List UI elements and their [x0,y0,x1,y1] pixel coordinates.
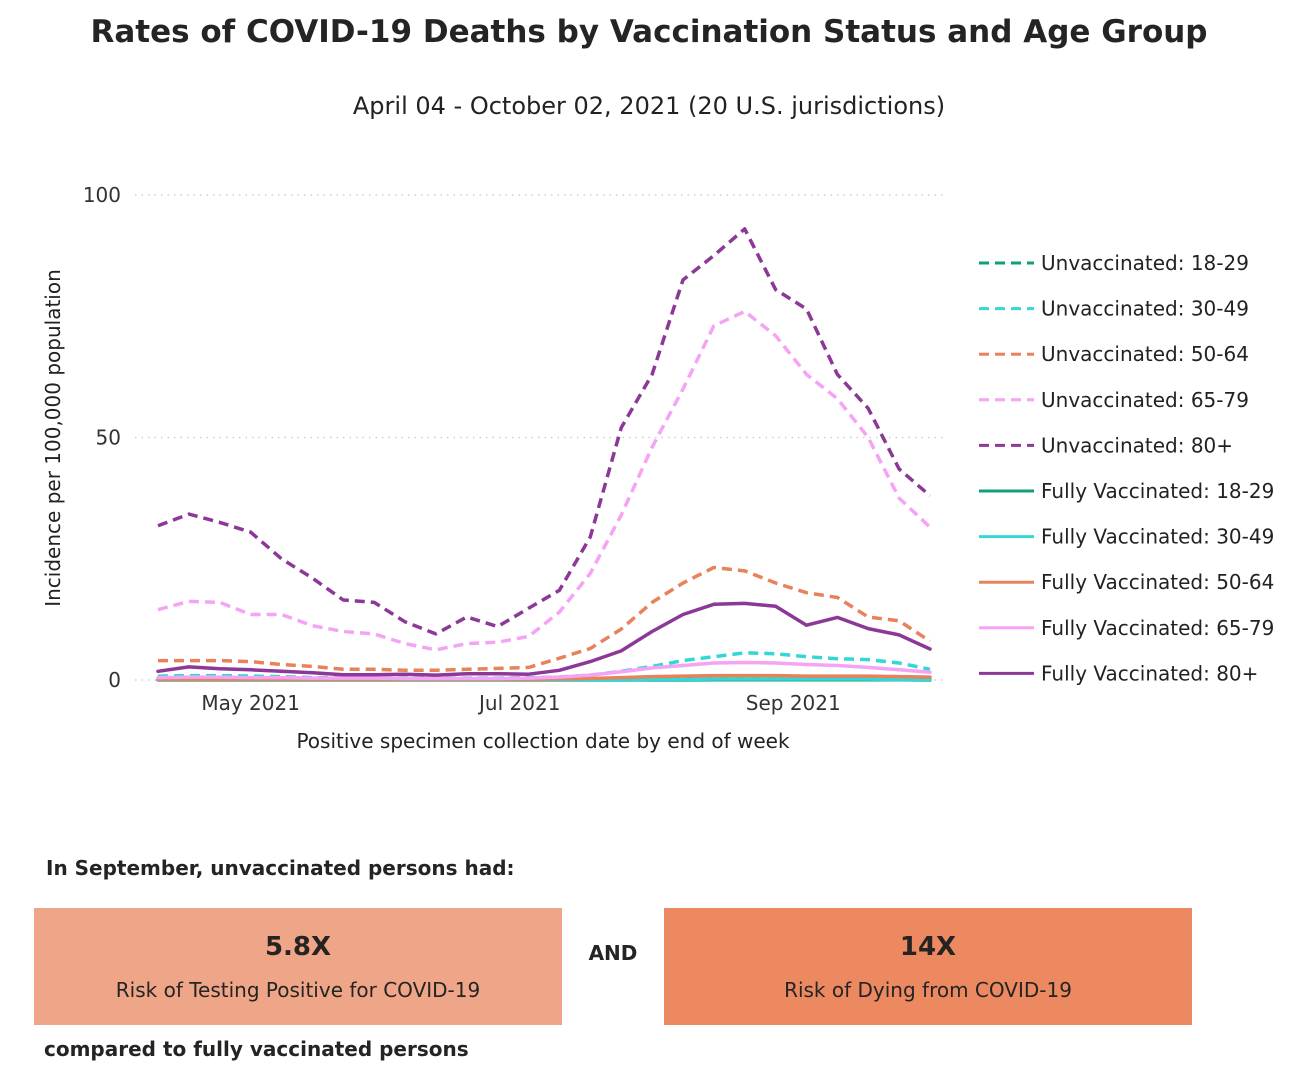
legend-entry: Unvaccinated: 65-79 [1041,388,1249,412]
legend: Unvaccinated: 18-29 Unvaccinated: 30-49 Un… [979,251,1274,685]
legend-entry: Unvaccinated: 30-49 [1041,297,1249,321]
y-axis-label: Incidence per 100,000 population [41,269,65,607]
series-line-unvaccinated-65-79 [157,309,932,652]
gridlines [135,194,945,681]
series-line-unvaccinated-50-64 [158,565,931,673]
summary-intro: In September, unvaccinated persons had: [46,856,515,880]
legend-entry: Fully Vaccinated: 50-64 [1041,570,1274,594]
legend-entry: Fully Vaccinated: 80+ [1041,661,1258,685]
line-chart: 0 50 100 May 2021 Jul 2021 Sep 2021 Incidenc… [41,183,1274,753]
x-tick-label: Jul 2021 [477,691,560,715]
testing-positive-risk-box: 5.8X Risk of Testing Positive for COVID-… [34,908,562,1025]
x-tick-label: Sep 2021 [746,691,841,715]
summary-outro: compared to fully vaccinated persons [44,1037,469,1061]
series-line-fully-vaccinated-80- [156,601,932,677]
y-axis-ticks: 0 50 100 [83,183,121,692]
legend-entry: Fully Vaccinated: 30-49 [1041,525,1274,549]
x-axis-ticks: May 2021 Jul 2021 Sep 2021 [201,691,840,715]
legend-entry: Unvaccinated: 80+ [1041,433,1233,457]
legend-entry: Unvaccinated: 50-64 [1041,342,1249,366]
y-tick-label: 0 [108,668,121,692]
y-tick-label: 100 [83,183,121,207]
dying-risk-label: Risk of Dying from COVID-19 [784,978,1072,1002]
x-axis-label: Positive specimen collection date by end… [296,729,790,753]
series-line-unvaccinated-80- [157,227,932,636]
series-lines [156,227,932,682]
testing-positive-risk-label: Risk of Testing Positive for COVID-19 [115,978,481,1002]
series-line-fully-vaccinated-65-79 [156,660,932,681]
y-tick-label: 50 [96,426,121,450]
and-connector: AND [588,941,638,965]
testing-positive-risk-value: 5.8X [264,932,332,962]
x-tick-label: May 2021 [201,691,300,715]
legend-entry: Fully Vaccinated: 65-79 [1041,616,1274,640]
legend-entry: Fully Vaccinated: 18-29 [1041,479,1274,503]
legend-entry: Unvaccinated: 18-29 [1041,251,1249,275]
chart-title: Rates of COVID-19 Deaths by Vaccination … [90,14,1208,50]
dying-risk-box: 14X Risk of Dying from COVID-19 [664,908,1192,1025]
chart-subtitle: April 04 - October 02, 2021 (20 U.S. jur… [352,92,946,120]
dying-risk-value: 14X [899,932,957,962]
